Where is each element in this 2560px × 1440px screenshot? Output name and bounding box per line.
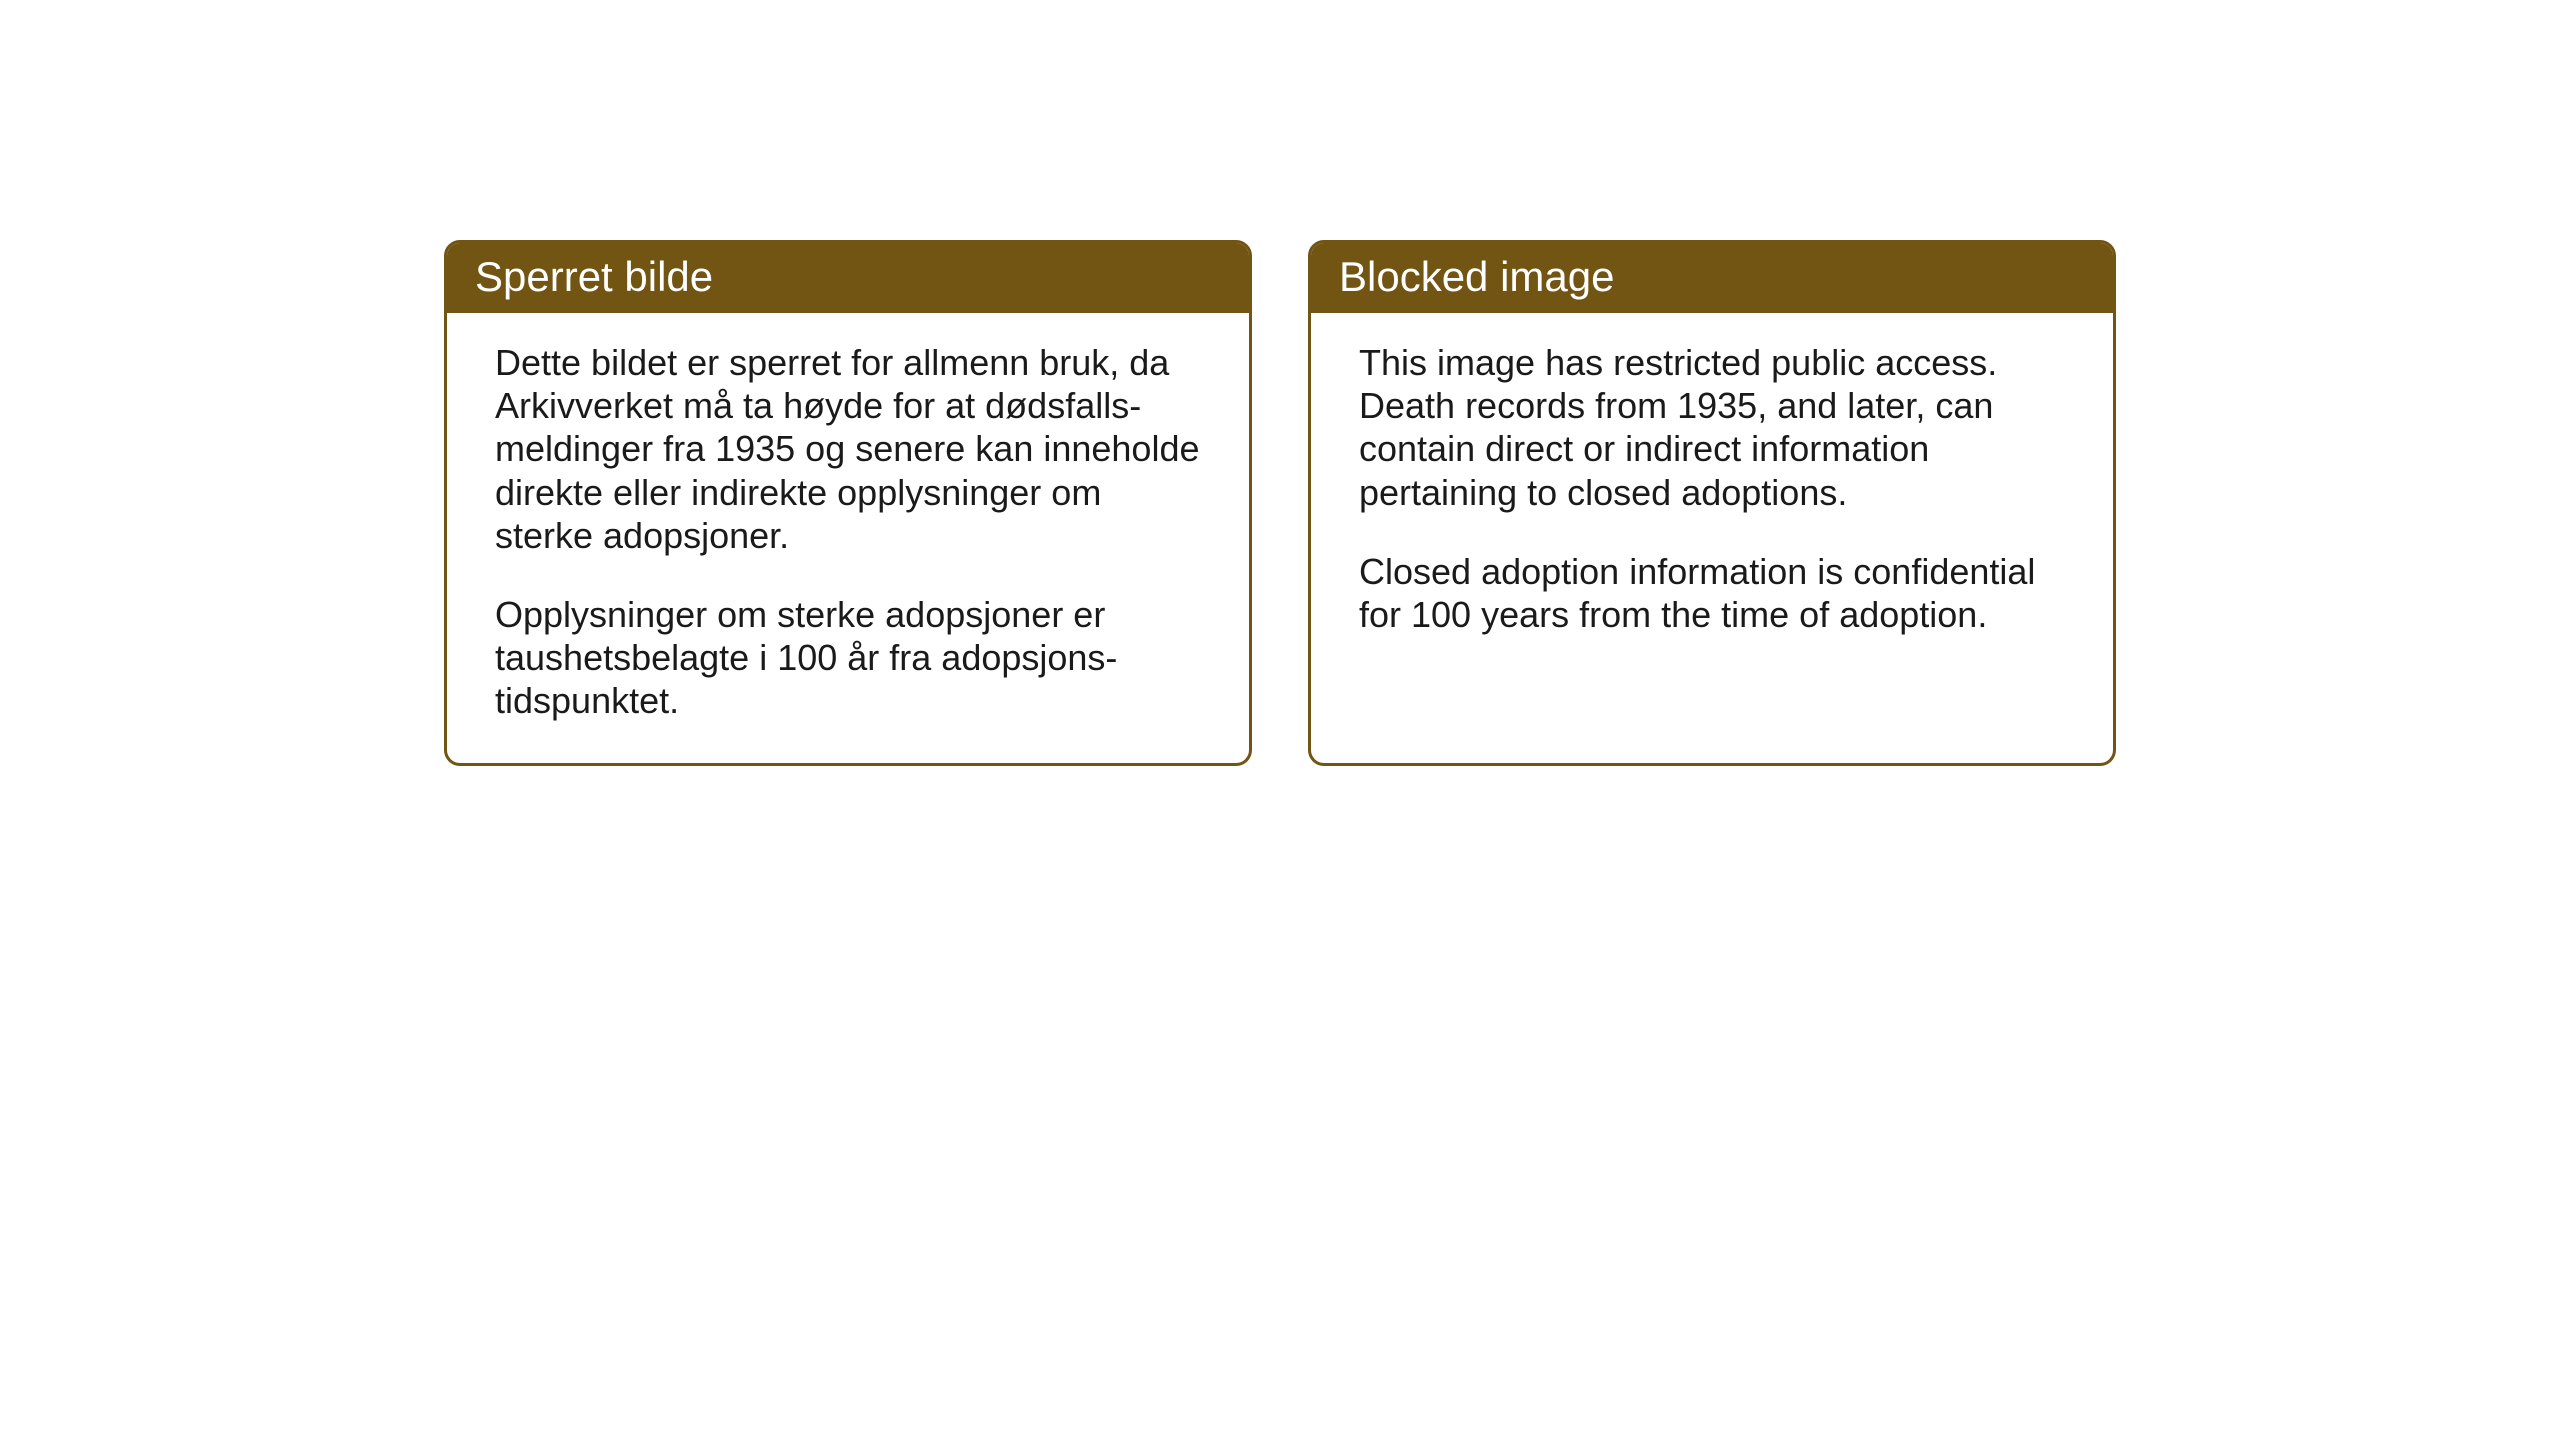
notice-title-norwegian: Sperret bilde [475, 253, 713, 300]
notice-container: Sperret bilde Dette bildet er sperret fo… [444, 240, 2116, 766]
notice-card-english: Blocked image This image has restricted … [1308, 240, 2116, 766]
notice-header-norwegian: Sperret bilde [447, 243, 1249, 313]
notice-paragraph-1-norwegian: Dette bildet er sperret for allmenn bruk… [495, 341, 1201, 557]
notice-title-english: Blocked image [1339, 253, 1614, 300]
notice-paragraph-2-english: Closed adoption information is confident… [1359, 550, 2065, 636]
notice-paragraph-1-english: This image has restricted public access.… [1359, 341, 2065, 514]
notice-body-english: This image has restricted public access.… [1311, 313, 2113, 761]
notice-card-norwegian: Sperret bilde Dette bildet er sperret fo… [444, 240, 1252, 766]
notice-body-norwegian: Dette bildet er sperret for allmenn bruk… [447, 313, 1249, 763]
notice-header-english: Blocked image [1311, 243, 2113, 313]
notice-paragraph-2-norwegian: Opplysninger om sterke adopsjoner er tau… [495, 593, 1201, 723]
